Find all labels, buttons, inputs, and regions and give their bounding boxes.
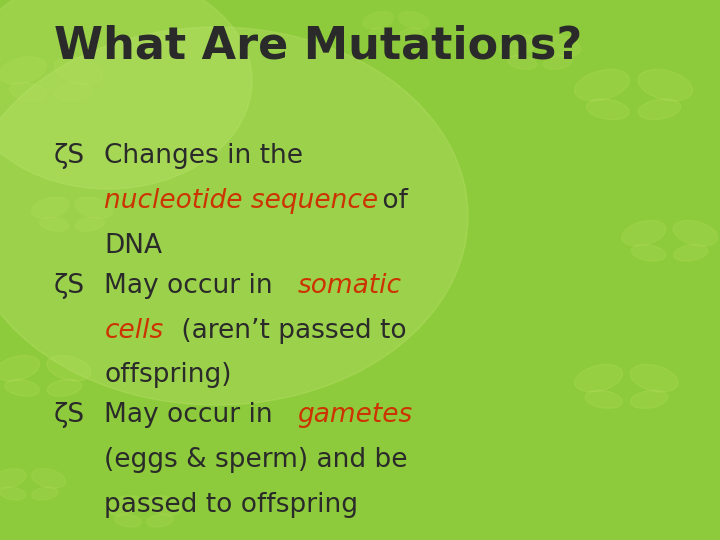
Ellipse shape — [369, 28, 393, 39]
Ellipse shape — [639, 99, 680, 119]
Text: cells: cells — [104, 318, 163, 343]
Circle shape — [0, 0, 252, 189]
Text: gametes: gametes — [297, 402, 413, 428]
Ellipse shape — [630, 364, 678, 392]
Ellipse shape — [585, 390, 622, 408]
Text: somatic: somatic — [297, 273, 401, 299]
Text: ζS: ζS — [54, 402, 85, 428]
Text: of: of — [374, 188, 408, 214]
Text: Changes in the: Changes in the — [104, 143, 303, 169]
Ellipse shape — [673, 220, 718, 246]
Ellipse shape — [0, 487, 26, 500]
Circle shape — [0, 27, 468, 405]
Ellipse shape — [363, 11, 394, 29]
Ellipse shape — [575, 70, 629, 101]
Ellipse shape — [32, 487, 58, 500]
Ellipse shape — [54, 57, 102, 84]
Ellipse shape — [55, 83, 91, 100]
Ellipse shape — [147, 496, 181, 515]
Ellipse shape — [631, 390, 667, 408]
Ellipse shape — [638, 70, 693, 101]
Ellipse shape — [399, 28, 423, 39]
Ellipse shape — [544, 55, 572, 69]
Ellipse shape — [76, 217, 104, 231]
Text: offspring): offspring) — [104, 362, 232, 388]
Ellipse shape — [673, 245, 708, 261]
Text: (aren’t passed to: (aren’t passed to — [173, 318, 406, 343]
Ellipse shape — [543, 35, 580, 57]
Text: (eggs & sperm) and be: (eggs & sperm) and be — [104, 447, 408, 473]
Ellipse shape — [32, 469, 66, 488]
Ellipse shape — [508, 55, 536, 69]
Ellipse shape — [398, 11, 429, 29]
Ellipse shape — [5, 380, 40, 396]
Text: May occur in: May occur in — [104, 402, 282, 428]
Text: May occur in: May occur in — [104, 273, 282, 299]
Ellipse shape — [0, 355, 40, 381]
Text: nucleotide sequence: nucleotide sequence — [104, 188, 379, 214]
Ellipse shape — [107, 496, 141, 515]
Ellipse shape — [9, 83, 46, 100]
Ellipse shape — [40, 217, 68, 231]
Text: What Are Mutations?: What Are Mutations? — [54, 24, 582, 68]
Ellipse shape — [75, 197, 112, 219]
Ellipse shape — [0, 469, 26, 488]
Text: ζS: ζS — [54, 273, 85, 299]
Text: DNA: DNA — [104, 233, 163, 259]
Ellipse shape — [32, 197, 69, 219]
Ellipse shape — [500, 35, 537, 57]
Ellipse shape — [621, 220, 666, 246]
Ellipse shape — [47, 380, 81, 396]
Ellipse shape — [587, 99, 629, 119]
Text: passed to offspring: passed to offspring — [104, 492, 359, 518]
Ellipse shape — [575, 364, 623, 392]
Ellipse shape — [147, 514, 174, 527]
Ellipse shape — [0, 57, 47, 84]
Text: ζS: ζS — [54, 143, 85, 169]
Ellipse shape — [47, 355, 91, 381]
Ellipse shape — [631, 245, 666, 261]
Ellipse shape — [114, 514, 141, 527]
